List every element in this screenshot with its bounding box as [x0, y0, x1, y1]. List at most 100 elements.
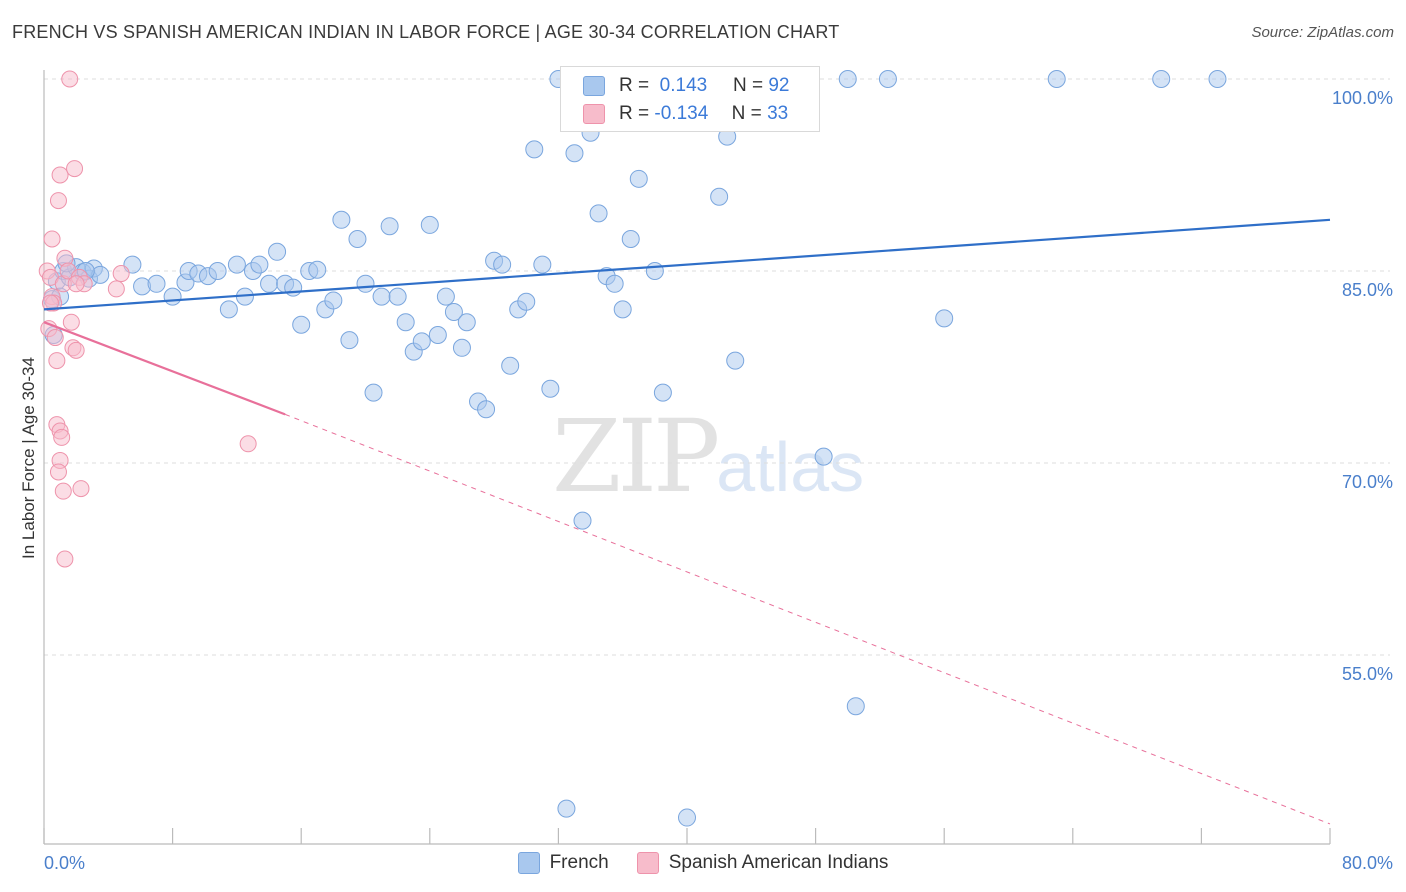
- french-point: [814, 447, 833, 466]
- french-point: [380, 217, 399, 236]
- french-point: [935, 309, 954, 328]
- spanish-point: [49, 192, 67, 210]
- french-point: [412, 332, 431, 351]
- spanish-r-value: -0.134: [654, 103, 709, 124]
- y-tick-label: 70.0%: [1342, 472, 1393, 492]
- legend-row-french: R = 0.143 N = 92: [583, 73, 789, 99]
- spanish-point: [107, 280, 125, 298]
- french-point: [356, 274, 375, 293]
- spanish-point: [112, 265, 130, 283]
- french-point: [348, 230, 367, 248]
- x-tick-label-min: 0.0%: [44, 853, 85, 873]
- french-r-label: R =: [619, 75, 650, 96]
- french-point: [284, 278, 303, 297]
- french-point: [573, 511, 592, 530]
- spanish-point: [239, 435, 257, 453]
- spanish-point: [48, 352, 66, 370]
- spanish-swatch: [583, 104, 605, 124]
- french-point: [629, 169, 648, 188]
- spanish-point: [46, 329, 64, 347]
- french-point: [208, 262, 227, 280]
- french-point: [163, 287, 182, 306]
- french-point: [589, 204, 608, 223]
- french-legend-label: French: [549, 852, 609, 873]
- french-n-label: N =: [732, 75, 764, 96]
- spanish-point: [49, 463, 67, 481]
- spanish-point: [61, 70, 79, 88]
- french-point: [525, 140, 544, 159]
- chart-title: FRENCH VS SPANISH AMERICAN INDIAN IN LAB…: [12, 22, 840, 42]
- french-point: [605, 274, 624, 293]
- gridlines: [44, 78, 1390, 656]
- french-legend-swatch: [517, 852, 540, 874]
- french-point: [493, 255, 512, 274]
- french-point: [565, 144, 584, 163]
- y-tick-label: 100.0%: [1332, 88, 1393, 108]
- spanish-point: [56, 550, 74, 568]
- watermark-zip: ZIP: [552, 398, 720, 515]
- spanish-trend-line-extension: [284, 413, 1331, 825]
- spanish-point: [51, 166, 69, 184]
- y-tick-label: 85.0%: [1342, 280, 1393, 300]
- french-point: [477, 400, 496, 419]
- french-point: [372, 287, 391, 306]
- spanish-point: [43, 230, 61, 248]
- series-legend: French Spanish American Indians: [0, 852, 1406, 874]
- french-point: [678, 808, 696, 827]
- spanish-n-value: 33: [767, 103, 789, 124]
- french-point: [710, 187, 729, 206]
- french-point: [147, 274, 166, 293]
- axes: [43, 70, 1331, 845]
- spanish-point: [72, 480, 90, 498]
- spanish-point: [67, 341, 85, 359]
- french-r-value: 0.143: [659, 75, 708, 96]
- french-point: [308, 260, 327, 279]
- french-point: [517, 292, 536, 311]
- french-point: [396, 313, 415, 332]
- french-point: [1152, 70, 1171, 88]
- french-point: [1208, 70, 1227, 88]
- correlation-legend: R = 0.143 N = 92 R = -0.134 N = 33: [560, 66, 820, 132]
- french-point: [501, 356, 520, 375]
- french-point: [878, 70, 897, 88]
- french-point: [1047, 70, 1066, 88]
- watermark: ZIPatlas: [552, 398, 864, 515]
- french-swatch: [583, 76, 605, 96]
- y-axis-title: In Labor Force | Age 30-34: [19, 357, 38, 559]
- french-point: [621, 230, 640, 248]
- french-point: [292, 315, 311, 334]
- french-point: [541, 379, 560, 398]
- french-point: [846, 697, 865, 716]
- french-point: [838, 70, 857, 88]
- french-point: [332, 210, 351, 229]
- spanish-trend-line: [43, 321, 286, 416]
- legend-item-french[interactable]: French: [517, 852, 609, 874]
- legend-item-spanish[interactable]: Spanish American Indians: [636, 852, 889, 874]
- trend-lines: [43, 218, 1331, 825]
- french-point: [436, 287, 455, 306]
- data-points: [38, 70, 1227, 827]
- french-point: [428, 326, 447, 344]
- french-point: [653, 383, 672, 402]
- watermark-atlas: atlas: [716, 428, 865, 506]
- french-point: [452, 338, 471, 357]
- legend-row-spanish: R = -0.134 N = 33: [583, 101, 788, 127]
- french-point: [557, 799, 576, 818]
- french-point: [340, 331, 359, 350]
- french-point: [420, 215, 439, 234]
- spanish-legend-swatch: [636, 852, 659, 874]
- source-label: Source: ZipAtlas.com: [1251, 24, 1394, 41]
- spanish-point: [66, 160, 84, 178]
- french-point: [250, 255, 269, 274]
- spanish-legend-label: Spanish American Indians: [668, 852, 889, 873]
- tick-labels: 100.0% 85.0% 70.0% 55.0% 0.0% 80.0% In Labor F…: [19, 88, 1393, 873]
- french-point: [388, 287, 407, 306]
- french-point: [324, 291, 343, 310]
- french-n-value: 92: [768, 75, 790, 96]
- french-point: [364, 383, 383, 402]
- spanish-point: [53, 428, 71, 446]
- spanish-n-label: N =: [731, 103, 762, 124]
- french-point: [227, 255, 246, 274]
- spanish-point: [41, 294, 59, 312]
